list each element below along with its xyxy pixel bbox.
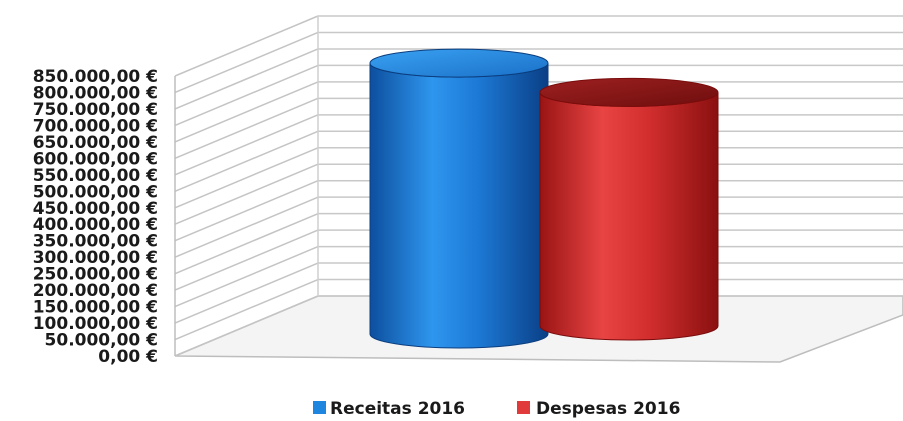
chart-legend: Receitas 2016 Despesas 2016	[313, 399, 680, 419]
bar-top	[369, 48, 549, 78]
gridline-side	[174, 81, 319, 143]
gridline-side	[174, 278, 319, 341]
bar-body	[369, 62, 549, 349]
gridline-side	[174, 130, 319, 192]
y-tick-label: 350.000,00 €	[33, 232, 158, 252]
y-tick-label: 100.000,00 €	[33, 314, 158, 334]
legend-swatch	[517, 401, 530, 414]
gridline-side	[174, 262, 319, 324]
y-tick-label: 800.000,00 €	[33, 83, 158, 103]
y-tick-label: 550.000,00 €	[33, 166, 158, 186]
y-tick-label: 850.000,00 €	[33, 67, 158, 87]
gridline-side	[174, 48, 319, 110]
y-tick-label: 750.000,00 €	[33, 100, 158, 120]
gridline-side	[174, 163, 319, 225]
bar-body	[539, 92, 719, 341]
gridline-side	[174, 147, 319, 209]
gridline-side	[174, 295, 319, 357]
gridline-side	[174, 212, 319, 275]
y-tick-label: 450.000,00 €	[33, 199, 158, 219]
gridline-side	[174, 31, 319, 94]
chart-bars	[369, 48, 719, 349]
gridline-side	[174, 15, 319, 77]
y-tick-label: 0,00 €	[98, 347, 158, 367]
gridline-side	[174, 229, 319, 291]
y-tick-label: 650.000,00 €	[33, 133, 158, 153]
gridline-side	[174, 196, 319, 258]
y-tick-label: 300.000,00 €	[33, 248, 158, 268]
y-axis-ticks: 0,00 €50.000,00 €100.000,00 €150.000,00 …	[33, 67, 158, 367]
y-tick-label: 500.000,00 €	[33, 182, 158, 202]
gridline-side	[174, 64, 319, 127]
legend-swatch	[313, 401, 326, 414]
y-tick-label: 600.000,00 €	[33, 149, 158, 169]
bar-receitas	[369, 48, 549, 349]
y-tick-label: 150.000,00 €	[33, 298, 158, 318]
y-tick-label: 700.000,00 €	[33, 116, 158, 136]
y-tick-label: 250.000,00 €	[33, 265, 158, 285]
gridline-side	[174, 245, 319, 308]
gridline-side	[174, 180, 319, 242]
y-tick-label: 50.000,00 €	[45, 331, 158, 351]
legend-label: Despesas 2016	[536, 399, 680, 419]
bar-top	[539, 77, 719, 107]
y-tick-label: 400.000,00 €	[33, 215, 158, 235]
legend-label: Receitas 2016	[330, 399, 465, 419]
bar-despesas	[539, 77, 719, 341]
gridline-side	[174, 114, 319, 176]
gridline-side	[174, 97, 319, 160]
y-tick-label: 200.000,00 €	[33, 281, 158, 301]
